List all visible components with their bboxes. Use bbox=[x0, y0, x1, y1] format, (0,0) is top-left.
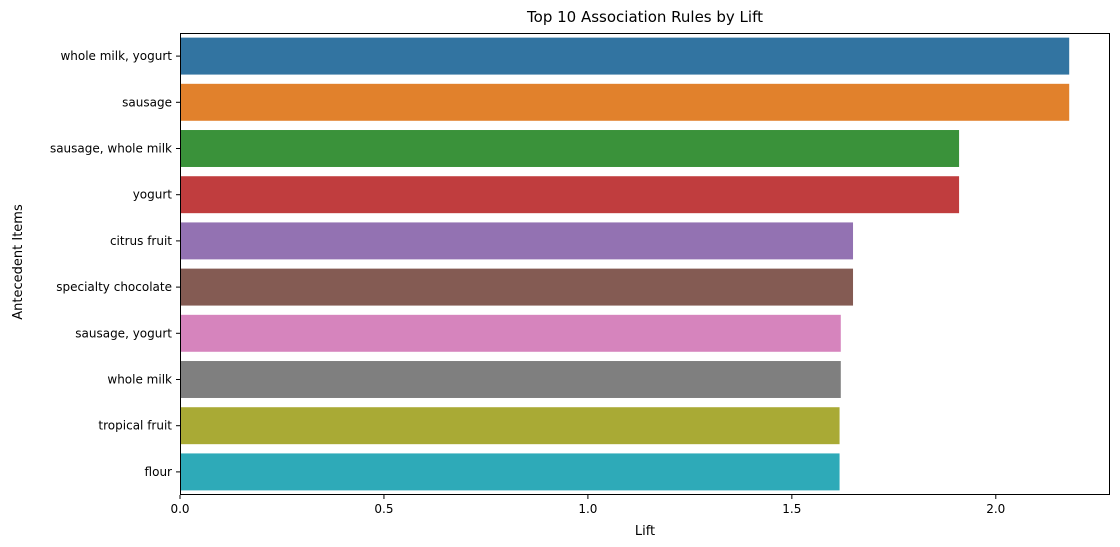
x-tick-label: 1.0 bbox=[578, 502, 597, 516]
bar bbox=[180, 361, 841, 398]
x-axis-ticks: 0.0 0.5 1.0 1.5 2.0 bbox=[170, 495, 1005, 516]
y-tick-label: sausage, whole milk bbox=[50, 142, 172, 156]
bar bbox=[180, 314, 841, 352]
x-axis-label: Lift bbox=[635, 524, 655, 539]
y-tick-label: flour bbox=[145, 465, 173, 479]
x-tick-label: 1.5 bbox=[782, 502, 801, 516]
bar bbox=[180, 268, 854, 306]
plot-frame bbox=[180, 33, 1110, 495]
bar bbox=[180, 176, 960, 214]
bars bbox=[180, 37, 1070, 491]
x-tick-label: 0.5 bbox=[374, 502, 393, 516]
chart-title: Top 10 Association Rules by Lift bbox=[526, 8, 763, 26]
y-tick-label: yogurt bbox=[133, 188, 173, 202]
y-tick-label: citrus fruit bbox=[110, 234, 172, 248]
y-tick-label: whole milk bbox=[107, 373, 172, 387]
y-tick-label: specialty chocolate bbox=[56, 280, 172, 294]
bar bbox=[180, 83, 1070, 121]
bar bbox=[180, 222, 854, 260]
y-tick-label: whole milk, yogurt bbox=[60, 49, 172, 63]
y-axis-label: Antecedent Items bbox=[11, 204, 26, 320]
y-tick-label: tropical fruit bbox=[98, 419, 172, 433]
y-tick-label: sausage bbox=[122, 95, 172, 109]
bar bbox=[180, 37, 1070, 75]
bar bbox=[180, 407, 840, 445]
y-axis-ticks: whole milk, yogurt sausage sausage, whole … bbox=[50, 49, 180, 479]
y-tick-label: sausage, yogurt bbox=[75, 326, 172, 340]
x-tick-label: 2.0 bbox=[986, 502, 1005, 516]
bar bbox=[180, 130, 960, 167]
x-tick-label: 0.0 bbox=[170, 502, 189, 516]
bar bbox=[180, 453, 840, 491]
